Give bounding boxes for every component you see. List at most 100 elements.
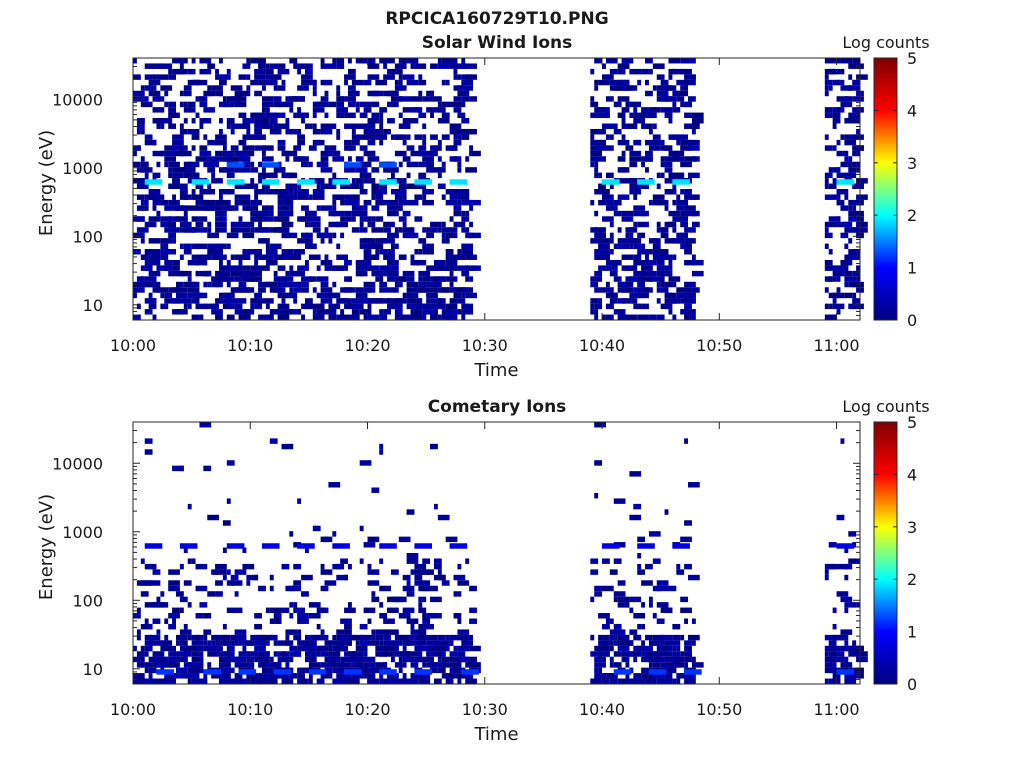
heatmap-cell <box>320 607 329 614</box>
heatmap-cell <box>183 547 188 553</box>
heatmap-cell <box>359 270 368 277</box>
heatmap-cell <box>230 580 243 586</box>
heatmap-cell <box>203 465 212 472</box>
heatmap-cell <box>133 90 145 97</box>
heatmap-cell <box>254 673 259 679</box>
heatmap-cell <box>465 63 477 69</box>
heatmap-cell <box>441 221 446 228</box>
heatmap-cell <box>218 259 223 266</box>
heatmap-cell <box>152 107 165 113</box>
heatmap-cell <box>414 107 419 113</box>
heatmap-cell <box>840 629 853 635</box>
heatmap-cell <box>324 281 329 288</box>
heatmap-cell <box>840 134 845 140</box>
heatmap-cell <box>629 150 642 157</box>
heatmap-feature-cell <box>414 543 433 549</box>
heatmap-cell <box>172 145 184 151</box>
heatmap-cell <box>289 128 294 135</box>
heatmap-cell <box>844 602 857 608</box>
heatmap-cell <box>848 678 853 684</box>
heatmap-cell <box>250 265 259 271</box>
heatmap-cell <box>258 161 262 168</box>
heatmap-cell <box>633 678 646 684</box>
heatmap-cell <box>242 221 255 228</box>
heatmap-cell <box>613 498 626 504</box>
heatmap-cell <box>394 227 399 233</box>
heatmap-cell <box>164 640 173 646</box>
heatmap-cell <box>218 128 223 135</box>
heatmap-cell <box>629 68 642 75</box>
heatmap-cell <box>824 107 833 113</box>
heatmap-cell <box>406 634 411 641</box>
heatmap-cell <box>469 205 474 211</box>
heatmap-cell <box>676 156 685 162</box>
heatmap-cell <box>297 634 302 641</box>
heatmap-cell <box>207 63 216 69</box>
heatmap-cell <box>426 309 438 315</box>
heatmap-cell <box>844 172 857 179</box>
heatmap-cell <box>355 287 364 293</box>
heatmap-cell <box>387 232 399 239</box>
heatmap-cell <box>469 309 474 315</box>
heatmap-cell <box>140 167 153 173</box>
heatmap-cell <box>195 292 208 299</box>
heatmap-cell <box>656 602 669 608</box>
heatmap-cell <box>281 205 290 211</box>
heatmap-cell <box>187 287 200 293</box>
heatmap-cell <box>215 580 223 586</box>
heatmap-cell <box>688 309 692 315</box>
heatmap-cell <box>133 287 145 293</box>
heatmap-cell <box>680 673 685 679</box>
heatmap-cell <box>824 574 829 581</box>
heatmap-cell <box>379 309 384 315</box>
heatmap-cell <box>179 563 184 570</box>
heatmap-cell <box>379 183 388 189</box>
heatmap-cell <box>406 172 411 179</box>
heatmap-cell <box>828 276 833 282</box>
heatmap-cell <box>652 85 657 91</box>
heatmap-cell <box>418 270 431 277</box>
heatmap-cell <box>312 123 317 129</box>
heatmap-cell <box>336 678 348 684</box>
heatmap-feature-cell <box>414 179 433 185</box>
heatmap-cell <box>304 634 317 641</box>
heatmap-cell <box>234 574 239 581</box>
heatmap-cell <box>246 85 251 91</box>
heatmap-feature-cell <box>261 162 280 168</box>
heatmap-cell <box>351 216 356 222</box>
heatmap-cell <box>344 210 352 217</box>
heatmap-cell <box>676 139 681 146</box>
heatmap-cell <box>633 107 638 113</box>
heatmap-cell <box>269 607 282 614</box>
heatmap-cell <box>824 227 829 233</box>
heatmap-cell <box>281 210 294 217</box>
heatmap-cell <box>230 123 243 129</box>
heatmap-cell <box>836 96 841 102</box>
heatmap-cell <box>437 314 442 320</box>
heatmap-cell <box>426 227 431 233</box>
heatmap-cell <box>828 542 837 548</box>
heatmap-cell <box>684 259 696 266</box>
heatmap-cell <box>430 656 434 663</box>
heatmap-cell <box>347 678 360 684</box>
heatmap-cell <box>269 205 274 211</box>
heatmap-cell <box>261 667 274 674</box>
heatmap-cell <box>629 596 642 603</box>
heatmap-cell <box>195 172 200 179</box>
heatmap-cell <box>226 189 235 195</box>
heatmap-cell <box>351 303 364 310</box>
heatmap-cell <box>398 536 411 543</box>
heatmap-cell <box>269 63 282 69</box>
heatmap-cell <box>160 123 165 129</box>
heatmap-cell <box>164 145 176 151</box>
heatmap-cell <box>379 107 388 113</box>
heatmap-cell <box>418 607 427 614</box>
heatmap-cell <box>457 651 466 657</box>
heatmap-cell <box>160 238 173 244</box>
heatmap-cell <box>824 58 837 64</box>
heatmap-cell <box>265 123 270 129</box>
heatmap-cell <box>602 238 614 244</box>
heatmap-cell <box>598 107 610 113</box>
heatmap-feature-cell <box>226 179 245 185</box>
heatmap-cell <box>840 161 853 168</box>
